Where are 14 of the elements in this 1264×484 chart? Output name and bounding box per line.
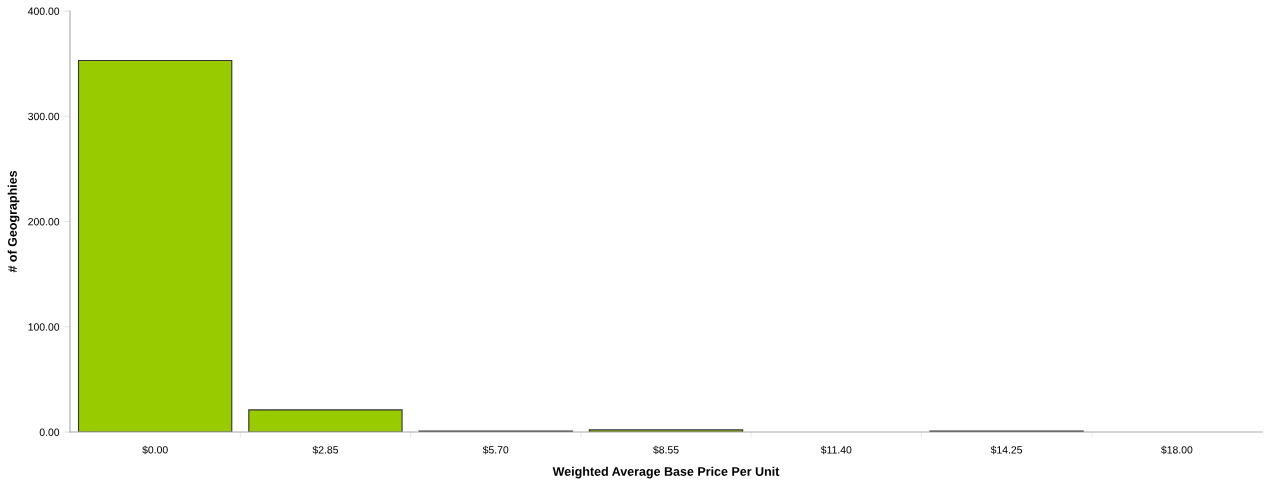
y-axis-title: # of Geographies bbox=[7, 170, 20, 273]
y-tick-label: 200.00 bbox=[28, 218, 60, 226]
x-axis-title: Weighted Average Base Price Per Unit bbox=[552, 466, 780, 479]
x-tick-label: $2.85 bbox=[312, 445, 339, 455]
y-tick-label: 400.00 bbox=[27, 7, 60, 15]
x-tick-label: $11.40 bbox=[820, 445, 852, 455]
x-tick-label: $5.70 bbox=[482, 445, 509, 455]
y-tick-label: 300.00 bbox=[28, 112, 60, 121]
x-tick-label: $8.55 bbox=[653, 445, 679, 455]
x-tick-label: $18.00 bbox=[1161, 445, 1193, 455]
y-tick-label: 100.00 bbox=[28, 323, 60, 331]
x-tick-label: $0.00 bbox=[142, 445, 168, 455]
y-tick-label: 0.00 bbox=[39, 428, 60, 436]
x-tick-label: $14.25 bbox=[990, 445, 1023, 455]
